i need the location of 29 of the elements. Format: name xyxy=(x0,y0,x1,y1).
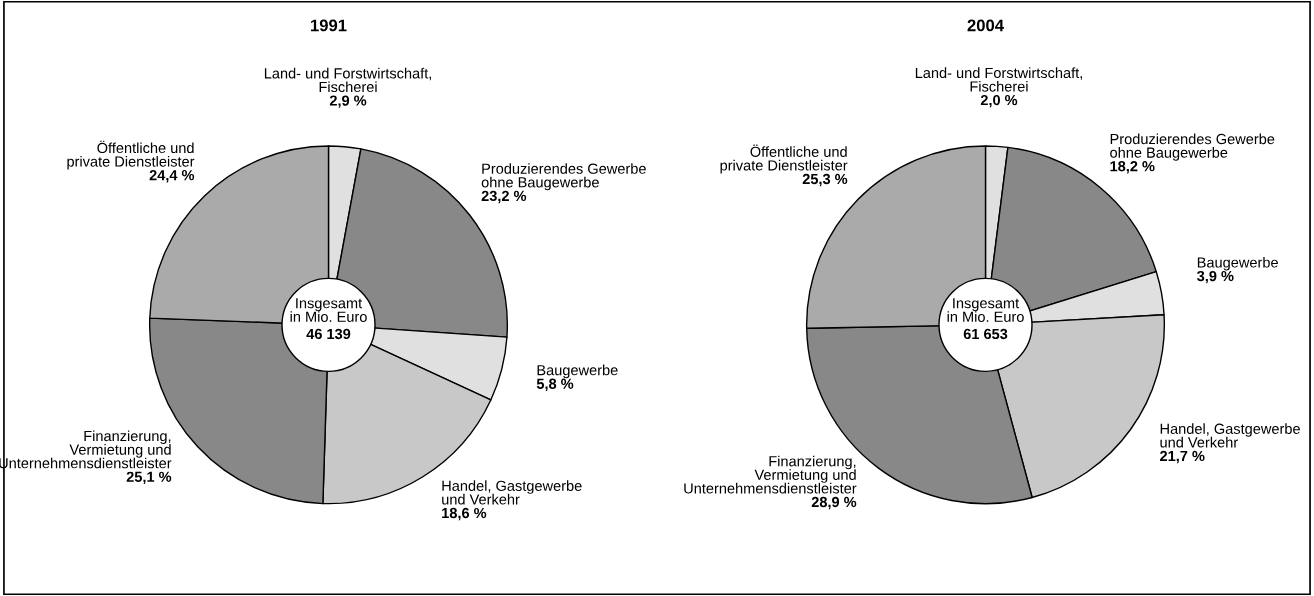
text: 61 653 xyxy=(963,328,1008,340)
slice-label: Baugewerbe xyxy=(1197,256,1278,271)
data-label: 5,8 % xyxy=(536,378,574,392)
slice-label: Produzierendes Gewerbe ohne Baugewerbe xyxy=(481,163,646,191)
text: 46 139 xyxy=(306,328,351,340)
data-label: 18,2 % xyxy=(1110,161,1155,174)
slice-label: Baugewerbe xyxy=(537,364,618,379)
slice-label: Handel, Gastgewerbe und Verkehr xyxy=(1160,423,1300,448)
chart-title: 1991 xyxy=(311,19,347,32)
text: Insgesamt in Mio. Euro xyxy=(947,298,1024,322)
data-label: 25,3 % xyxy=(802,173,848,187)
slice-label: Öffentliche und private Dienstleister xyxy=(67,140,195,170)
data-label: 2,9 % xyxy=(329,95,367,108)
text: Insgesamt in Mio. Euro xyxy=(290,298,367,322)
slice-label: Handel, Gastgewerbe und Verkehr xyxy=(442,480,582,505)
slice-label: Produzierendes Gewerbe ohne Baugewerbe xyxy=(1110,133,1275,161)
slice-label: Öffentliche und private Dienstleister xyxy=(720,144,848,174)
data-label: 24,4 % xyxy=(149,169,195,183)
slice-label: Finanzierung, Vermietung und Unternehmensdienstleister xyxy=(684,455,857,494)
data-label: 2,0 % xyxy=(980,94,1018,108)
slice-label: Land- und Forstwirtschaft, Fischerei xyxy=(915,67,1082,92)
data-label: 28,9 % xyxy=(811,496,857,510)
data-label: 3,9 % xyxy=(1197,270,1234,284)
data-label: 18,6 % xyxy=(442,507,487,521)
chart-title: 2004 xyxy=(967,19,1004,32)
data-label: 21,7 % xyxy=(1160,450,1205,464)
slice-label: Land- und Forstwirtschaft, Fischerei xyxy=(264,67,432,93)
data-label: 23,2 % xyxy=(481,190,527,204)
data-label: 25,1 % xyxy=(126,471,172,485)
